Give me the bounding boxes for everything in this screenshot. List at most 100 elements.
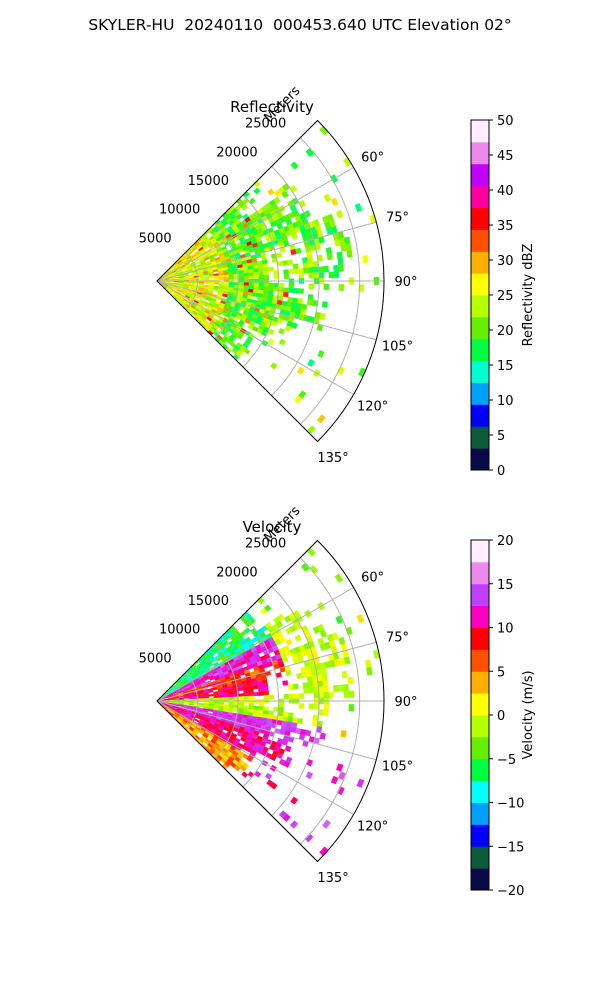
radar-bin: [323, 283, 330, 291]
radar-bin: [305, 771, 314, 780]
radar-bin: [258, 706, 265, 711]
radar-bin: [338, 284, 345, 291]
colorbar-tick-label: 0: [497, 709, 505, 724]
radar-bin: [303, 267, 309, 274]
radar-bin: [198, 278, 205, 281]
radar-bin: [243, 285, 250, 290]
azimuth-tick-label: 120°: [357, 820, 388, 835]
radar-bin: [284, 325, 292, 333]
radar-bin: [306, 547, 316, 557]
radar-bin: [330, 197, 339, 207]
radar-bin: [289, 820, 299, 829]
colorbar-tick-label: 20: [497, 534, 514, 549]
radar-bin: [356, 614, 365, 624]
panel-title: Velocity: [243, 518, 302, 536]
colorbar-segment: [471, 163, 489, 187]
radar-bin: [333, 684, 339, 692]
radial-tick-label: 15000: [188, 174, 229, 189]
radar-bin: [243, 276, 250, 280]
radar-bin: [243, 282, 250, 286]
radar-bin: [275, 252, 282, 258]
radar-bin: [308, 272, 315, 279]
colorbar-segment: [471, 846, 489, 869]
radar-bin: [241, 203, 249, 211]
radar-bin: [243, 272, 250, 277]
radar-bin: [241, 771, 249, 779]
radar-bin: [307, 294, 314, 301]
radar-bin: [328, 691, 335, 699]
radar-bin: [285, 638, 293, 646]
radar-bin: [322, 679, 329, 687]
radar-bin: [248, 692, 255, 697]
radar-bin: [253, 268, 259, 273]
radar-bin: [277, 711, 284, 717]
colorbar-segment: [471, 426, 489, 449]
radar-bin: [334, 573, 344, 584]
radar-bin: [194, 718, 200, 723]
azimuth-tick-label: 135°: [317, 451, 348, 466]
radar-bin: [293, 693, 300, 699]
radar-bin: [203, 278, 210, 281]
radar-bin: [313, 686, 319, 693]
colorbar-segment: [471, 540, 489, 563]
radar-bin: [304, 729, 312, 737]
radar-bin: [328, 271, 335, 279]
radar-bin: [306, 425, 316, 435]
azimuth-spoke: [156, 221, 377, 282]
colorbar-segment: [471, 715, 489, 738]
radar-bin: [243, 689, 249, 694]
radar-bin: [228, 702, 235, 706]
azimuth-tick-label: 135°: [317, 871, 348, 886]
radar-bin: [223, 697, 230, 700]
radar-bin: [263, 706, 269, 711]
radar-bin: [338, 264, 344, 272]
colorbar-segment: [471, 251, 489, 274]
radar-bin: [263, 691, 269, 696]
radar-bin: [285, 670, 292, 676]
radar-bin: [294, 395, 303, 404]
radar-bin: [322, 819, 331, 829]
radar-bin: [295, 247, 302, 255]
radar-bin: [262, 263, 269, 269]
radar-bin: [236, 333, 243, 340]
radar-bin: [291, 322, 298, 330]
colorbar-label: Reflectivity dBZ: [521, 244, 536, 347]
radar-bin: [337, 258, 344, 266]
radar-bin: [263, 271, 269, 276]
radar-bin: [306, 676, 313, 683]
radar-bin: [228, 276, 235, 280]
colorbar-segment: [471, 693, 489, 716]
radar-bin: [198, 698, 205, 701]
radar-bin: [296, 366, 305, 375]
radar-bin: [302, 257, 309, 264]
radar-bin: [258, 691, 265, 696]
colorbar-segment: [471, 273, 489, 296]
radar-bin: [313, 272, 320, 279]
radar-bin: [275, 672, 282, 678]
azimuth-tick-label: 90°: [394, 275, 417, 290]
radar-bin: [336, 210, 344, 219]
radar-bin: [213, 281, 220, 285]
radar-bin: [298, 703, 305, 709]
radar-bin: [263, 604, 272, 612]
radar-bin: [203, 281, 210, 284]
radial-tick-label: 25000: [245, 117, 286, 132]
radar-bin: [298, 273, 305, 279]
radar-bin: [218, 697, 225, 701]
radar-bin: [257, 596, 265, 605]
radar-bin: [292, 297, 299, 304]
radial-tick-label: 10000: [159, 203, 200, 218]
radar-bin: [298, 693, 305, 699]
colorbar-segment: [471, 736, 489, 760]
radar-bin: [243, 692, 250, 697]
radar-bin: [208, 697, 215, 701]
radar-bin: [319, 312, 326, 320]
radar-bin: [283, 693, 290, 699]
radar-bin: [292, 717, 299, 724]
radar-bin: [228, 282, 235, 286]
radar-bin: [253, 705, 260, 711]
radar-bin: [306, 250, 313, 258]
radar-bin: [278, 707, 284, 713]
radar-bin: [263, 687, 269, 692]
radar-bin: [325, 247, 332, 255]
